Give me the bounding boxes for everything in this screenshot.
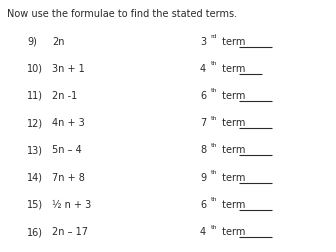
Text: 5n – 4: 5n – 4 — [52, 145, 82, 155]
Text: term: term — [219, 64, 246, 74]
Text: 14): 14) — [27, 173, 43, 183]
Text: 11): 11) — [27, 91, 43, 101]
Text: 15): 15) — [27, 200, 43, 210]
Text: 8: 8 — [200, 145, 206, 155]
Text: 3n + 1: 3n + 1 — [52, 64, 85, 74]
Text: ½ n + 3: ½ n + 3 — [52, 200, 91, 210]
Text: rd: rd — [211, 34, 217, 39]
Text: term: term — [219, 118, 246, 128]
Text: term: term — [219, 37, 246, 47]
Text: 9: 9 — [200, 173, 206, 183]
Text: 2n -1: 2n -1 — [52, 91, 77, 101]
Text: 4n + 3: 4n + 3 — [52, 118, 85, 128]
Text: th: th — [211, 61, 217, 66]
Text: Now use the formulae to find the stated terms.: Now use the formulae to find the stated … — [7, 9, 237, 19]
Text: 9): 9) — [27, 37, 37, 47]
Text: term: term — [219, 91, 246, 101]
Text: 16): 16) — [27, 227, 43, 237]
Text: 4: 4 — [200, 227, 206, 237]
Text: 13): 13) — [27, 145, 43, 155]
Text: 7n + 8: 7n + 8 — [52, 173, 85, 183]
Text: th: th — [211, 116, 217, 121]
Text: term: term — [219, 145, 246, 155]
Text: th: th — [211, 225, 217, 230]
Text: th: th — [211, 143, 217, 148]
Text: th: th — [211, 88, 217, 93]
Text: 6: 6 — [200, 200, 206, 210]
Text: 10): 10) — [27, 64, 43, 74]
Text: 6: 6 — [200, 91, 206, 101]
Text: 4: 4 — [200, 64, 206, 74]
Text: term: term — [219, 227, 246, 237]
Text: th: th — [211, 170, 217, 175]
Text: th: th — [211, 197, 217, 202]
Text: 2n: 2n — [52, 37, 65, 47]
Text: 2n – 17: 2n – 17 — [52, 227, 88, 237]
Text: term: term — [219, 173, 246, 183]
Text: 3: 3 — [200, 37, 206, 47]
Text: 12): 12) — [27, 118, 43, 128]
Text: term: term — [219, 200, 246, 210]
Text: 7: 7 — [200, 118, 206, 128]
